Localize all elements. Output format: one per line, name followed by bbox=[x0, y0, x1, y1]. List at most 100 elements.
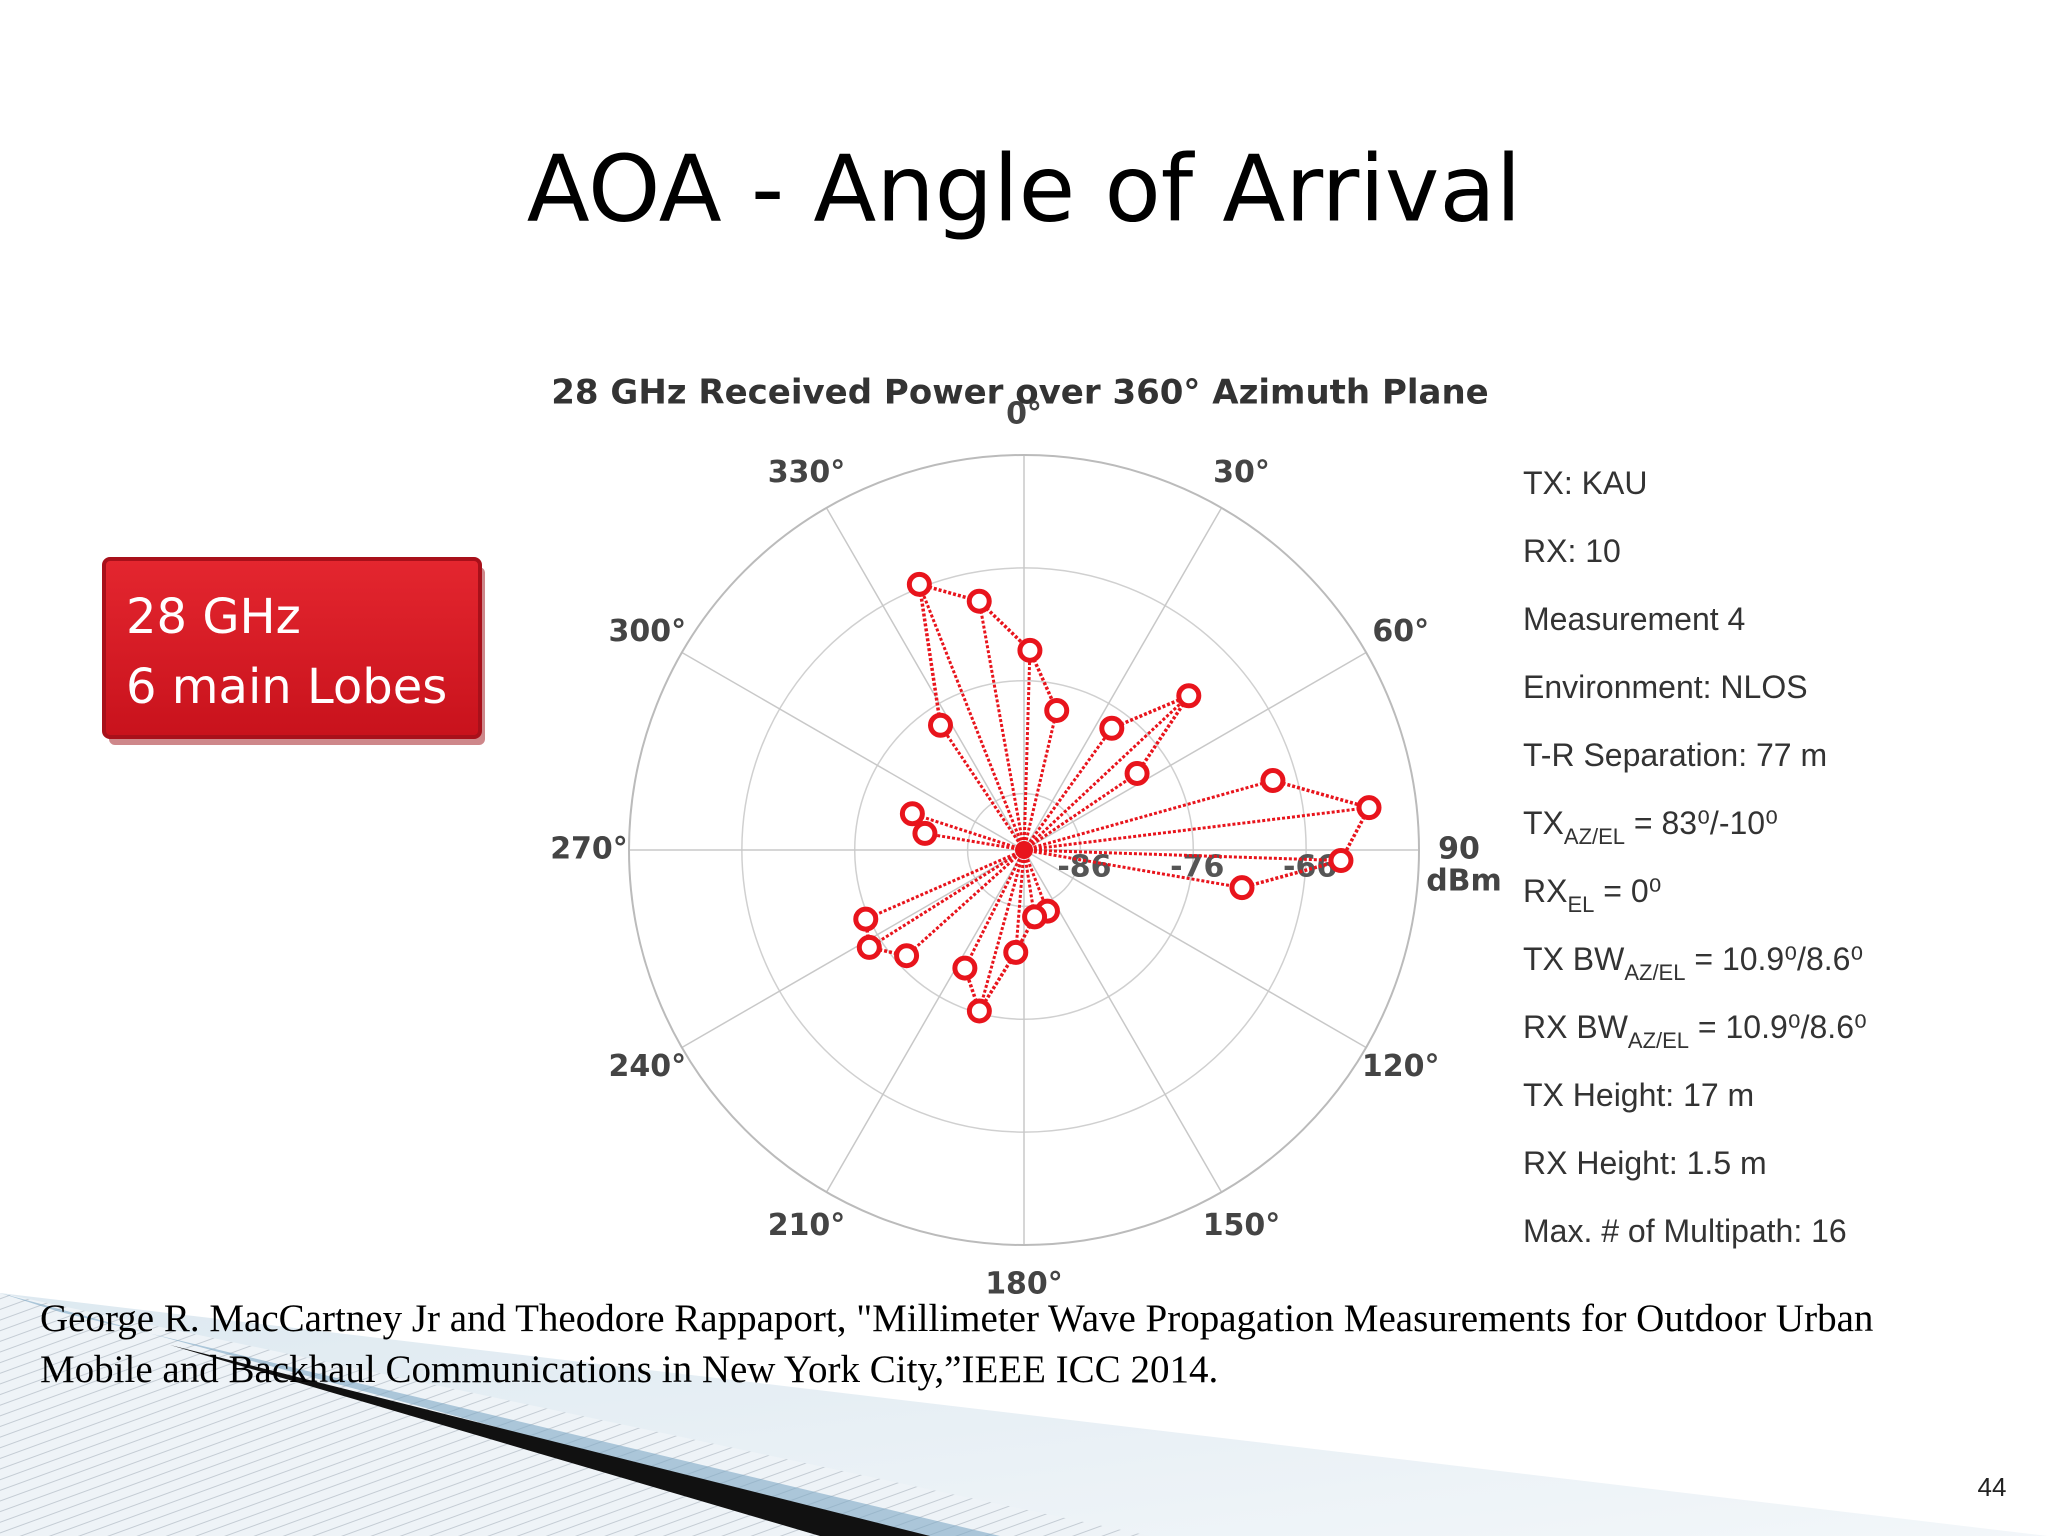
data-spoke bbox=[963, 849, 1026, 969]
slide-title: AOA - Angle of Arrival bbox=[527, 135, 1522, 242]
r-unit-label: dBm bbox=[1426, 864, 1502, 899]
theta-tick-label: 240° bbox=[608, 1049, 686, 1084]
info-subscript: AZ/EL bbox=[1628, 1028, 1689, 1053]
info-line: RX Height: 1.5 m bbox=[1523, 1145, 1767, 1181]
theta-tick-label: 330° bbox=[768, 455, 846, 490]
data-spoke bbox=[911, 812, 1025, 852]
citation-line: Mobile and Backhaul Communications in Ne… bbox=[40, 1348, 1218, 1391]
outer-ring bbox=[628, 454, 1420, 1246]
data-point bbox=[856, 934, 882, 960]
grid-spoke bbox=[681, 651, 1025, 851]
data-spoke bbox=[1023, 848, 1243, 890]
data-spoke bbox=[1023, 772, 1138, 852]
data-spoke bbox=[1022, 710, 1059, 851]
data-point bbox=[928, 712, 953, 738]
data-point bbox=[853, 906, 879, 932]
data-point bbox=[1017, 637, 1043, 663]
decor-wedge bbox=[170, 1345, 930, 1536]
grid-spoke bbox=[1023, 651, 1367, 851]
info-line: TXAZ/EL = 83⁰/-10⁰ bbox=[1523, 805, 1778, 848]
data-spoke bbox=[905, 848, 1026, 957]
info-line: TX Height: 17 m bbox=[1523, 1077, 1754, 1113]
data-point bbox=[912, 820, 938, 846]
info-line: TX BWAZ/EL = 10.9⁰/8.6⁰ bbox=[1523, 941, 1863, 984]
data-segment bbox=[1241, 858, 1342, 890]
data-spoke bbox=[1023, 806, 1370, 852]
citation-line: George R. MacCartney Jr and Theodore Rap… bbox=[40, 1297, 1873, 1340]
info-text: Measurement 4 bbox=[1523, 601, 1745, 637]
data-segment bbox=[1135, 694, 1191, 775]
data-point bbox=[1022, 904, 1048, 930]
info-subscript: AZ/EL bbox=[1564, 824, 1625, 849]
data-point bbox=[894, 943, 920, 969]
info-text: Max. # of Multipath: 16 bbox=[1523, 1213, 1847, 1249]
theta-tick-label: 60° bbox=[1372, 614, 1429, 649]
info-text: RX BW bbox=[1523, 1009, 1629, 1045]
chart-title: 28 GHz Received Power over 360° Azimuth … bbox=[551, 373, 1488, 413]
theta-tick-label: 150° bbox=[1203, 1208, 1281, 1243]
data-point bbox=[1328, 848, 1354, 874]
info-subscript: EL bbox=[1567, 892, 1594, 917]
info-text: T-R Separation: 77 m bbox=[1523, 737, 1827, 773]
grid-spoke bbox=[825, 849, 1025, 1193]
data-point bbox=[966, 998, 992, 1024]
info-text: RX Height: 1.5 m bbox=[1523, 1145, 1767, 1181]
theta-tick-label: 90 bbox=[1438, 832, 1480, 867]
data-point bbox=[906, 571, 932, 597]
info-line: Environment: NLOS bbox=[1523, 669, 1808, 705]
data-segment bbox=[917, 584, 943, 726]
data-spoke bbox=[977, 849, 1026, 1012]
theta-tick-label: 120° bbox=[1362, 1049, 1440, 1084]
theta-tick-label: 30° bbox=[1213, 455, 1270, 490]
data-spoke bbox=[865, 848, 1025, 921]
info-text: TX Height: 17 m bbox=[1523, 1077, 1754, 1113]
data-spoke bbox=[868, 848, 1025, 949]
theta-tick-label: 270° bbox=[550, 832, 628, 867]
info-text: = 0⁰ bbox=[1594, 873, 1661, 909]
info-line: Measurement 4 bbox=[1523, 601, 1745, 637]
callout-line: 6 main Lobes bbox=[126, 659, 447, 715]
data-spoke bbox=[924, 831, 1025, 852]
info-text: TX BW bbox=[1523, 941, 1625, 977]
info-line: RX BWAZ/EL = 10.9⁰/8.6⁰ bbox=[1523, 1009, 1867, 1052]
info-line: TX: KAU bbox=[1523, 465, 1647, 501]
data-point bbox=[1356, 795, 1382, 821]
data-point bbox=[1044, 697, 1070, 723]
plot-center bbox=[1015, 841, 1033, 859]
data-point bbox=[1003, 939, 1029, 965]
callout-line: 28 GHz bbox=[126, 589, 301, 645]
data-spoke bbox=[1023, 848, 1342, 863]
data-spoke bbox=[1022, 650, 1032, 851]
data-spoke bbox=[939, 724, 1026, 851]
data-spoke bbox=[1022, 849, 1049, 912]
info-text: TX: KAU bbox=[1523, 465, 1647, 501]
grid-spoke bbox=[825, 507, 1025, 851]
data-segment bbox=[1272, 778, 1370, 810]
data-point bbox=[1260, 767, 1286, 793]
data-point bbox=[1176, 683, 1202, 709]
callout-box bbox=[102, 557, 482, 739]
info-text: RX: 10 bbox=[1523, 533, 1621, 569]
r-tick-label: -86 bbox=[1057, 850, 1111, 885]
decor-hatch bbox=[0, 1293, 1150, 1536]
info-line: Max. # of Multipath: 16 bbox=[1523, 1213, 1847, 1249]
data-spoke bbox=[917, 583, 1026, 851]
data-spoke bbox=[977, 600, 1026, 851]
data-spoke bbox=[1014, 849, 1026, 953]
data-point bbox=[966, 588, 992, 614]
info-subscript: AZ/EL bbox=[1624, 960, 1685, 985]
info-panel: TX: KAU RX: 10 Measurement 4 Environment: N… bbox=[1523, 465, 1867, 1249]
info-text: = 10.9⁰/8.6⁰ bbox=[1689, 1009, 1867, 1045]
data-spoke bbox=[1022, 694, 1190, 852]
data-point bbox=[1229, 875, 1255, 901]
data-point bbox=[899, 801, 925, 827]
theta-tick-label: 0° bbox=[1006, 397, 1042, 432]
info-line: RX: 10 bbox=[1523, 533, 1621, 569]
grid-spoke bbox=[1023, 507, 1223, 851]
theta-tick-label: 300° bbox=[608, 614, 686, 649]
polar-plot: 0° 30° 60° 90 120° 150° 180° 210° 240° 270° 300° 33… bbox=[550, 397, 1502, 1302]
info-text: RX bbox=[1523, 873, 1567, 909]
info-line: RXEL = 0⁰ bbox=[1523, 873, 1661, 916]
data-point bbox=[952, 955, 978, 981]
